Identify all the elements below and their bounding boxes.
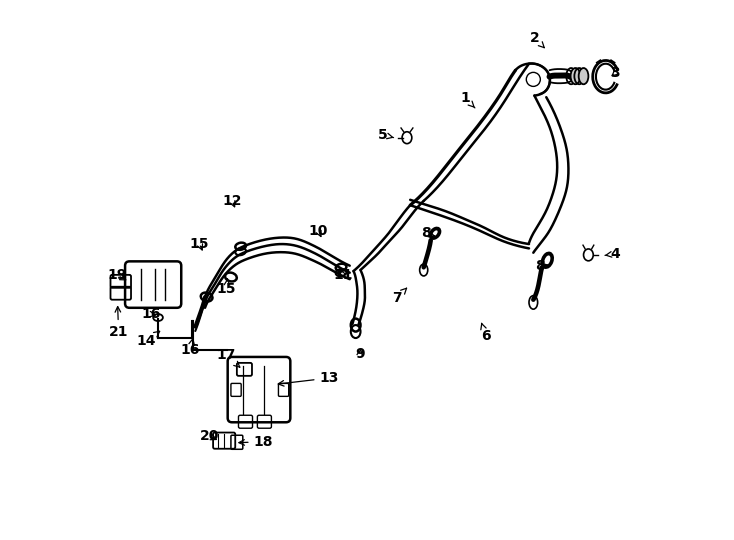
Text: 4: 4 bbox=[605, 247, 620, 261]
Text: 14: 14 bbox=[137, 331, 160, 348]
Text: 6: 6 bbox=[481, 323, 490, 343]
Text: 15: 15 bbox=[217, 279, 236, 296]
Text: 9: 9 bbox=[355, 347, 365, 361]
Text: 2: 2 bbox=[529, 31, 545, 48]
Text: 15: 15 bbox=[190, 237, 209, 251]
Text: 5: 5 bbox=[378, 128, 393, 142]
Text: 18: 18 bbox=[239, 435, 273, 449]
Text: 17: 17 bbox=[217, 348, 240, 367]
Ellipse shape bbox=[578, 68, 589, 84]
Text: 11: 11 bbox=[333, 268, 352, 282]
Ellipse shape bbox=[570, 68, 581, 84]
Text: 19: 19 bbox=[108, 268, 127, 282]
Text: 13: 13 bbox=[278, 371, 339, 386]
Text: 1: 1 bbox=[460, 91, 475, 108]
Text: 10: 10 bbox=[309, 224, 328, 238]
Text: 12: 12 bbox=[222, 194, 241, 208]
Text: 20: 20 bbox=[200, 429, 219, 443]
Text: 7: 7 bbox=[392, 288, 407, 305]
Text: 16: 16 bbox=[142, 307, 161, 321]
Text: 16: 16 bbox=[181, 339, 200, 357]
Text: 3: 3 bbox=[611, 66, 620, 80]
Text: 8: 8 bbox=[535, 259, 548, 273]
Text: 8: 8 bbox=[421, 226, 435, 240]
Text: 21: 21 bbox=[109, 307, 128, 339]
